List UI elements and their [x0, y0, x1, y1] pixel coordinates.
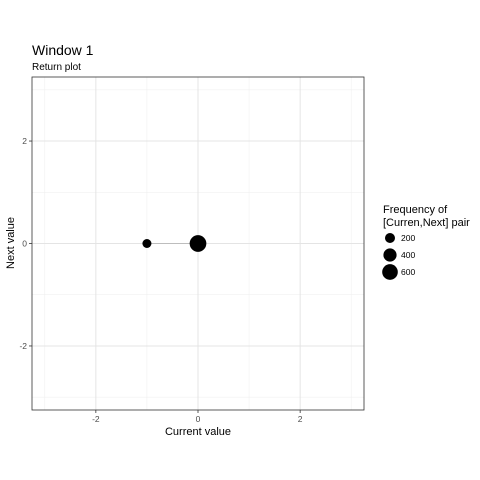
y-tick-label: 0 — [22, 239, 27, 249]
x-tick-label: 0 — [196, 414, 201, 424]
legend-key-label: 600 — [401, 267, 415, 277]
y-tick-label: -2 — [19, 341, 27, 351]
legend-key-point — [384, 232, 396, 244]
size-legend: Frequency of [Curren,Next] pair 200 400 60… — [382, 204, 470, 280]
legend-key-label: 200 — [401, 233, 415, 243]
plot-panel — [31, 76, 365, 411]
legend-title-line-1: Frequency of — [383, 204, 448, 216]
data-points — [142, 235, 207, 252]
x-axis-title: Current value — [165, 426, 231, 438]
x-tick-label: -2 — [92, 414, 100, 424]
y-tick-label: 2 — [22, 136, 27, 146]
x-axis-ticks: -2 0 2 — [92, 410, 303, 424]
legend-key-point — [382, 264, 398, 280]
y-axis-title: Next value — [5, 217, 17, 269]
data-point — [189, 235, 207, 252]
x-tick-label: 2 — [298, 414, 303, 424]
legend-key-label: 400 — [401, 250, 415, 260]
data-point — [142, 238, 152, 249]
legend-keys: 200 400 600 — [382, 232, 415, 280]
chart-title: Window 1 — [32, 42, 94, 58]
legend-title-line-2: [Curren,Next] pair — [383, 217, 470, 229]
chart-subtitle: Return plot — [32, 62, 81, 73]
legend-key-point — [383, 248, 397, 262]
y-axis-ticks: -2 0 2 — [19, 136, 32, 351]
